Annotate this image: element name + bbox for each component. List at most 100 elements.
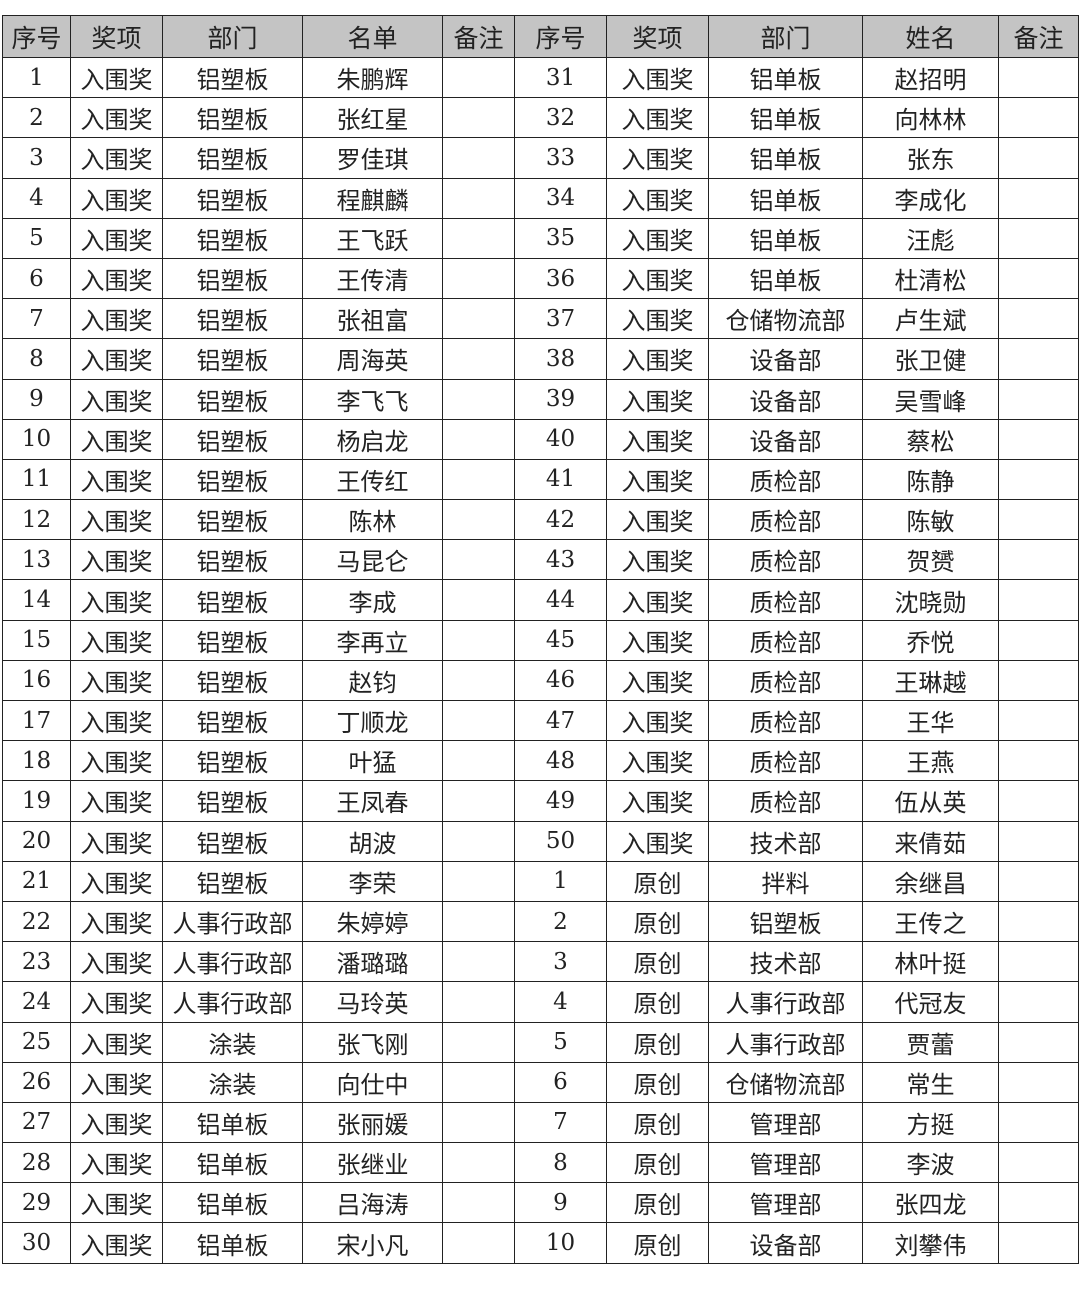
remarks-cell-2 (998, 941, 1079, 983)
name-cell: 张继业 (302, 1142, 443, 1184)
department-cell-2: 技术部 (708, 820, 863, 862)
index-cell: 6 (2, 257, 71, 300)
department-cell-2: 设备部 (708, 338, 863, 380)
award-cell: 入围奖 (70, 740, 163, 782)
table-row: 24 入围奖 人事行政部 马玲英 4 原创 人事行政部 代冠友 (2, 981, 1079, 1023)
award-cell: 入围奖 (70, 298, 163, 340)
index-cell: 26 (2, 1061, 71, 1103)
department-cell: 铝塑板 (162, 699, 303, 742)
department-cell: 铝塑板 (162, 418, 303, 460)
name-cell-2: 王琳越 (862, 659, 999, 702)
remarks-cell-2 (998, 579, 1079, 621)
award-cell-2: 入围奖 (606, 659, 709, 702)
index-cell: 18 (2, 740, 71, 782)
department-cell: 铝塑板 (162, 820, 303, 862)
name-cell: 叶猛 (302, 740, 443, 782)
department-cell: 人事行政部 (162, 981, 303, 1023)
remarks-cell (442, 458, 515, 501)
remarks-cell (442, 1101, 515, 1144)
award-cell-2: 原创 (606, 1182, 709, 1224)
header-award: 奖项 (70, 15, 163, 58)
department-cell: 人事行政部 (162, 900, 303, 943)
award-cell: 入围奖 (70, 539, 163, 581)
remarks-cell (442, 780, 515, 822)
award-cell-2: 原创 (606, 860, 709, 902)
award-cell: 入围奖 (70, 900, 163, 943)
header-row: 序号 奖项 部门 名单 备注 序号 奖项 部门 姓名 备注 (2, 15, 1079, 58)
award-cell-2: 原创 (606, 1222, 709, 1264)
index-cell: 16 (2, 659, 71, 702)
name-cell: 杨启龙 (302, 418, 443, 460)
table-row: 5 入围奖 铝塑板 王飞跃 35 入围奖 铝单板 汪彪 (2, 217, 1079, 259)
award-cell: 入围奖 (70, 378, 163, 420)
remarks-cell (442, 418, 515, 460)
department-cell: 铝塑板 (162, 378, 303, 420)
header-index: 序号 (2, 15, 71, 58)
name-cell-2: 蔡松 (862, 418, 999, 460)
index-cell: 2 (2, 97, 71, 139)
name-cell-2: 李成化 (862, 177, 999, 219)
header-department-2: 部门 (708, 15, 863, 58)
index-cell: 11 (2, 458, 71, 501)
name-cell-2: 常生 (862, 1061, 999, 1103)
department-cell-2: 质检部 (708, 458, 863, 501)
name-cell-2: 林叶挺 (862, 941, 999, 983)
name-cell: 向仕中 (302, 1061, 443, 1103)
award-cell: 入围奖 (70, 699, 163, 742)
remarks-cell (442, 1142, 515, 1184)
remarks-cell-2 (998, 659, 1079, 702)
department-cell-2: 铝单板 (708, 56, 863, 99)
department-cell-2: 设备部 (708, 378, 863, 420)
department-cell-2: 人事行政部 (708, 981, 863, 1023)
award-cell-2: 原创 (606, 1021, 709, 1063)
award-cell: 入围奖 (70, 1021, 163, 1063)
index-cell-2: 9 (514, 1182, 607, 1224)
department-cell-2: 设备部 (708, 418, 863, 460)
index-cell-2: 44 (514, 579, 607, 621)
index-cell: 14 (2, 579, 71, 621)
index-cell-2: 47 (514, 699, 607, 742)
name-cell: 张丽媛 (302, 1101, 443, 1144)
remarks-cell (442, 941, 515, 983)
name-cell-2: 方挺 (862, 1101, 999, 1144)
award-cell-2: 入围奖 (606, 499, 709, 541)
award-cell: 入围奖 (70, 97, 163, 139)
remarks-cell (442, 217, 515, 259)
index-cell: 27 (2, 1101, 71, 1144)
award-cell-2: 入围奖 (606, 820, 709, 862)
table-row: 26 入围奖 涂装 向仕中 6 原创 仓储物流部 常生 (2, 1061, 1079, 1103)
name-cell-2: 乔悦 (862, 619, 999, 661)
index-cell-2: 2 (514, 900, 607, 943)
award-cell-2: 入围奖 (606, 217, 709, 259)
name-cell: 张飞刚 (302, 1021, 443, 1063)
name-cell-2: 来倩茹 (862, 820, 999, 862)
remarks-cell-2 (998, 740, 1079, 782)
name-cell-2: 张东 (862, 137, 999, 179)
index-cell: 4 (2, 177, 71, 219)
department-cell-2: 技术部 (708, 941, 863, 983)
table-row: 10 入围奖 铝塑板 杨启龙 40 入围奖 设备部 蔡松 (2, 418, 1079, 460)
department-cell-2: 质检部 (708, 699, 863, 742)
name-cell: 周海英 (302, 338, 443, 380)
department-cell-2: 管理部 (708, 1182, 863, 1224)
table-row: 18 入围奖 铝塑板 叶猛 48 入围奖 质检部 王燕 (2, 740, 1079, 782)
index-cell-2: 43 (514, 539, 607, 581)
index-cell-2: 37 (514, 298, 607, 340)
table-row: 29 入围奖 铝单板 吕海涛 9 原创 管理部 张四龙 (2, 1182, 1079, 1224)
remarks-cell-2 (998, 257, 1079, 300)
name-cell: 陈林 (302, 499, 443, 541)
remarks-cell (442, 539, 515, 581)
name-cell: 马昆仑 (302, 539, 443, 581)
department-cell: 铝塑板 (162, 137, 303, 179)
name-cell: 吕海涛 (302, 1182, 443, 1224)
table-row: 12 入围奖 铝塑板 陈林 42 入围奖 质检部 陈敏 (2, 499, 1079, 541)
remarks-cell (442, 499, 515, 541)
remarks-cell-2 (998, 217, 1079, 259)
table-row: 27 入围奖 铝单板 张丽媛 7 原创 管理部 方挺 (2, 1101, 1079, 1144)
department-cell-2: 质检部 (708, 619, 863, 661)
award-cell-2: 入围奖 (606, 97, 709, 139)
department-cell-2: 质检部 (708, 539, 863, 581)
name-cell-2: 沈晓勋 (862, 579, 999, 621)
department-cell: 铝塑板 (162, 217, 303, 259)
table-row: 7 入围奖 铝塑板 张祖富 37 入围奖 仓储物流部 卢生斌 (2, 298, 1079, 340)
